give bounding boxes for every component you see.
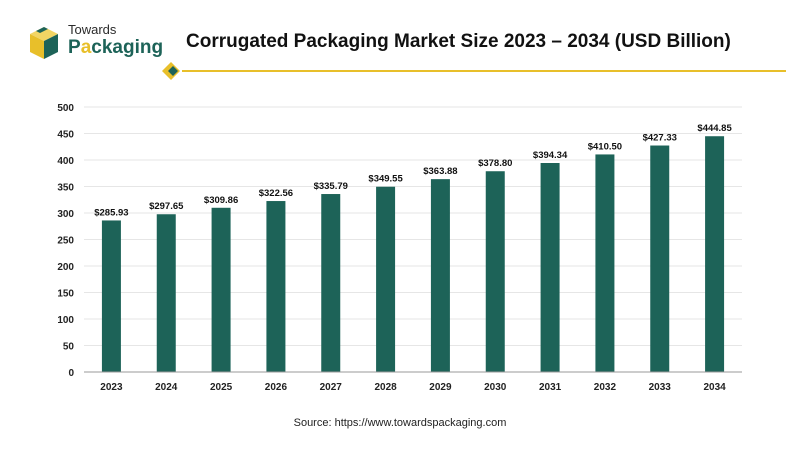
data-label: $444.85 [697,123,732,134]
chart-title: Corrugated Packaging Market Size 2023 – … [186,31,731,52]
source-note: Source: https://www.towardspackaging.com [293,417,507,429]
bar-2033 [650,145,670,372]
x-tick-label: 2024 [155,382,178,393]
bars [101,136,725,372]
y-tick-label: 400 [57,156,74,167]
brand-line2: Packaging [68,37,164,58]
x-tick-label: 2028 [374,382,397,393]
y-tick-label: 200 [57,262,74,273]
diamond-marker-icon [162,62,180,80]
cube-logo-icon [30,27,58,59]
x-tick-label: 2034 [703,382,726,393]
data-label: $297.65 [149,201,184,212]
x-tick-label: 2027 [320,382,343,393]
x-tick-label: 2031 [539,382,562,393]
x-tick-label: 2030 [484,382,507,393]
y-tick-label: 0 [68,368,74,379]
bar-2034 [705,136,725,372]
y-tick-label: 150 [57,289,74,300]
data-label: $285.93 [94,207,128,218]
title-divider [162,62,786,80]
y-tick-label: 500 [57,103,74,114]
y-tick-label: 250 [57,236,74,247]
brand-line1: Towards [68,22,117,37]
data-label: $335.79 [314,181,348,192]
data-label: $309.86 [204,195,238,206]
x-tick-label: 2026 [265,382,288,393]
x-tick-label: 2023 [100,382,123,393]
bar-2025 [211,207,231,372]
data-label: $363.88 [423,166,457,177]
x-axis-ticks: 2023 2024 2025 2026 2027 2028 2029 2030 2031 2032… [100,382,726,393]
data-label: $378.80 [478,158,512,169]
bar-2026 [266,201,286,372]
data-label: $410.50 [588,141,622,152]
data-label: $322.56 [259,188,293,199]
x-tick-label: 2025 [210,382,233,393]
data-label: $427.33 [643,133,677,144]
grid-lines [84,106,742,346]
y-tick-label: 100 [57,315,74,326]
bar-2032 [595,154,615,372]
x-tick-label: 2029 [429,382,452,393]
value-labels: $285.93 $297.65 $309.86 $322.56 $335.79 $349.… [94,123,732,218]
y-axis-ticks: 0 50 100 150 200 250 300 350 400 450 500 [57,103,74,379]
bar-2029 [430,179,450,372]
y-tick-label: 50 [63,342,75,353]
x-tick-label: 2032 [594,382,617,393]
bar-2030 [485,171,505,372]
data-label: $394.34 [533,150,568,161]
y-tick-label: 350 [57,183,74,194]
data-label: $349.55 [368,174,403,185]
bar-2024 [156,214,176,372]
bar-2031 [540,162,560,372]
brand-logo: Towards Packaging [26,20,166,64]
bar-2023 [101,220,121,372]
bar-2027 [321,194,341,372]
x-tick-label: 2033 [649,382,672,393]
y-tick-label: 450 [57,130,74,141]
bar-2028 [376,186,396,372]
y-tick-label: 300 [57,209,74,220]
